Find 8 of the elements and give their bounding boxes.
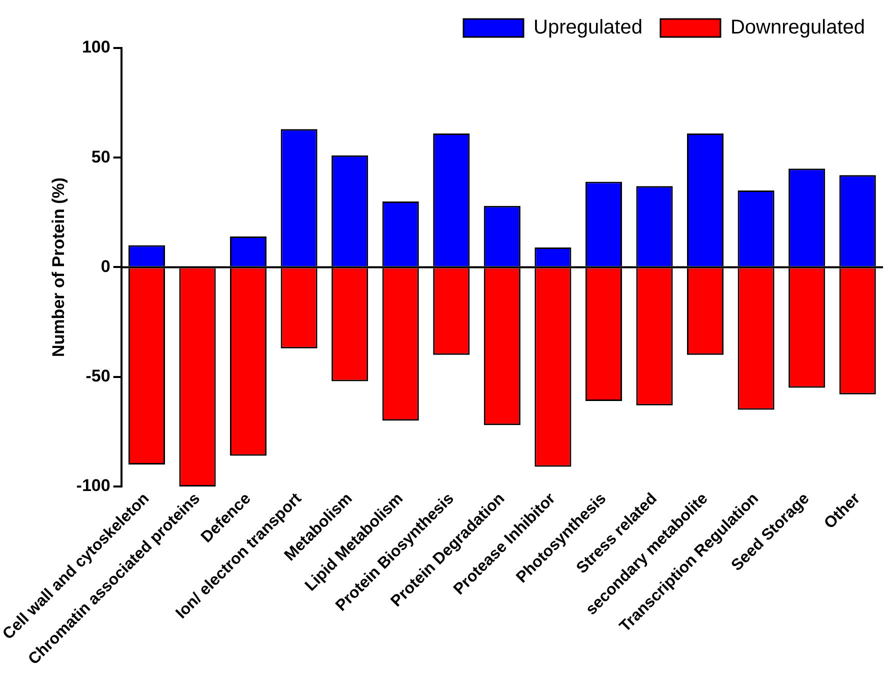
legend-label: Upregulated <box>534 16 642 39</box>
y-tick-label: -100 <box>76 476 110 496</box>
y-tick-label: 100 <box>82 38 110 57</box>
y-tick-label: 0 <box>100 256 110 276</box>
y-axis-title: Number of Protein (%) <box>48 178 68 357</box>
y-tick-label: -50 <box>86 366 110 386</box>
legend-label: Downregulated <box>730 16 865 39</box>
y-tick-label: 50 <box>91 147 110 166</box>
